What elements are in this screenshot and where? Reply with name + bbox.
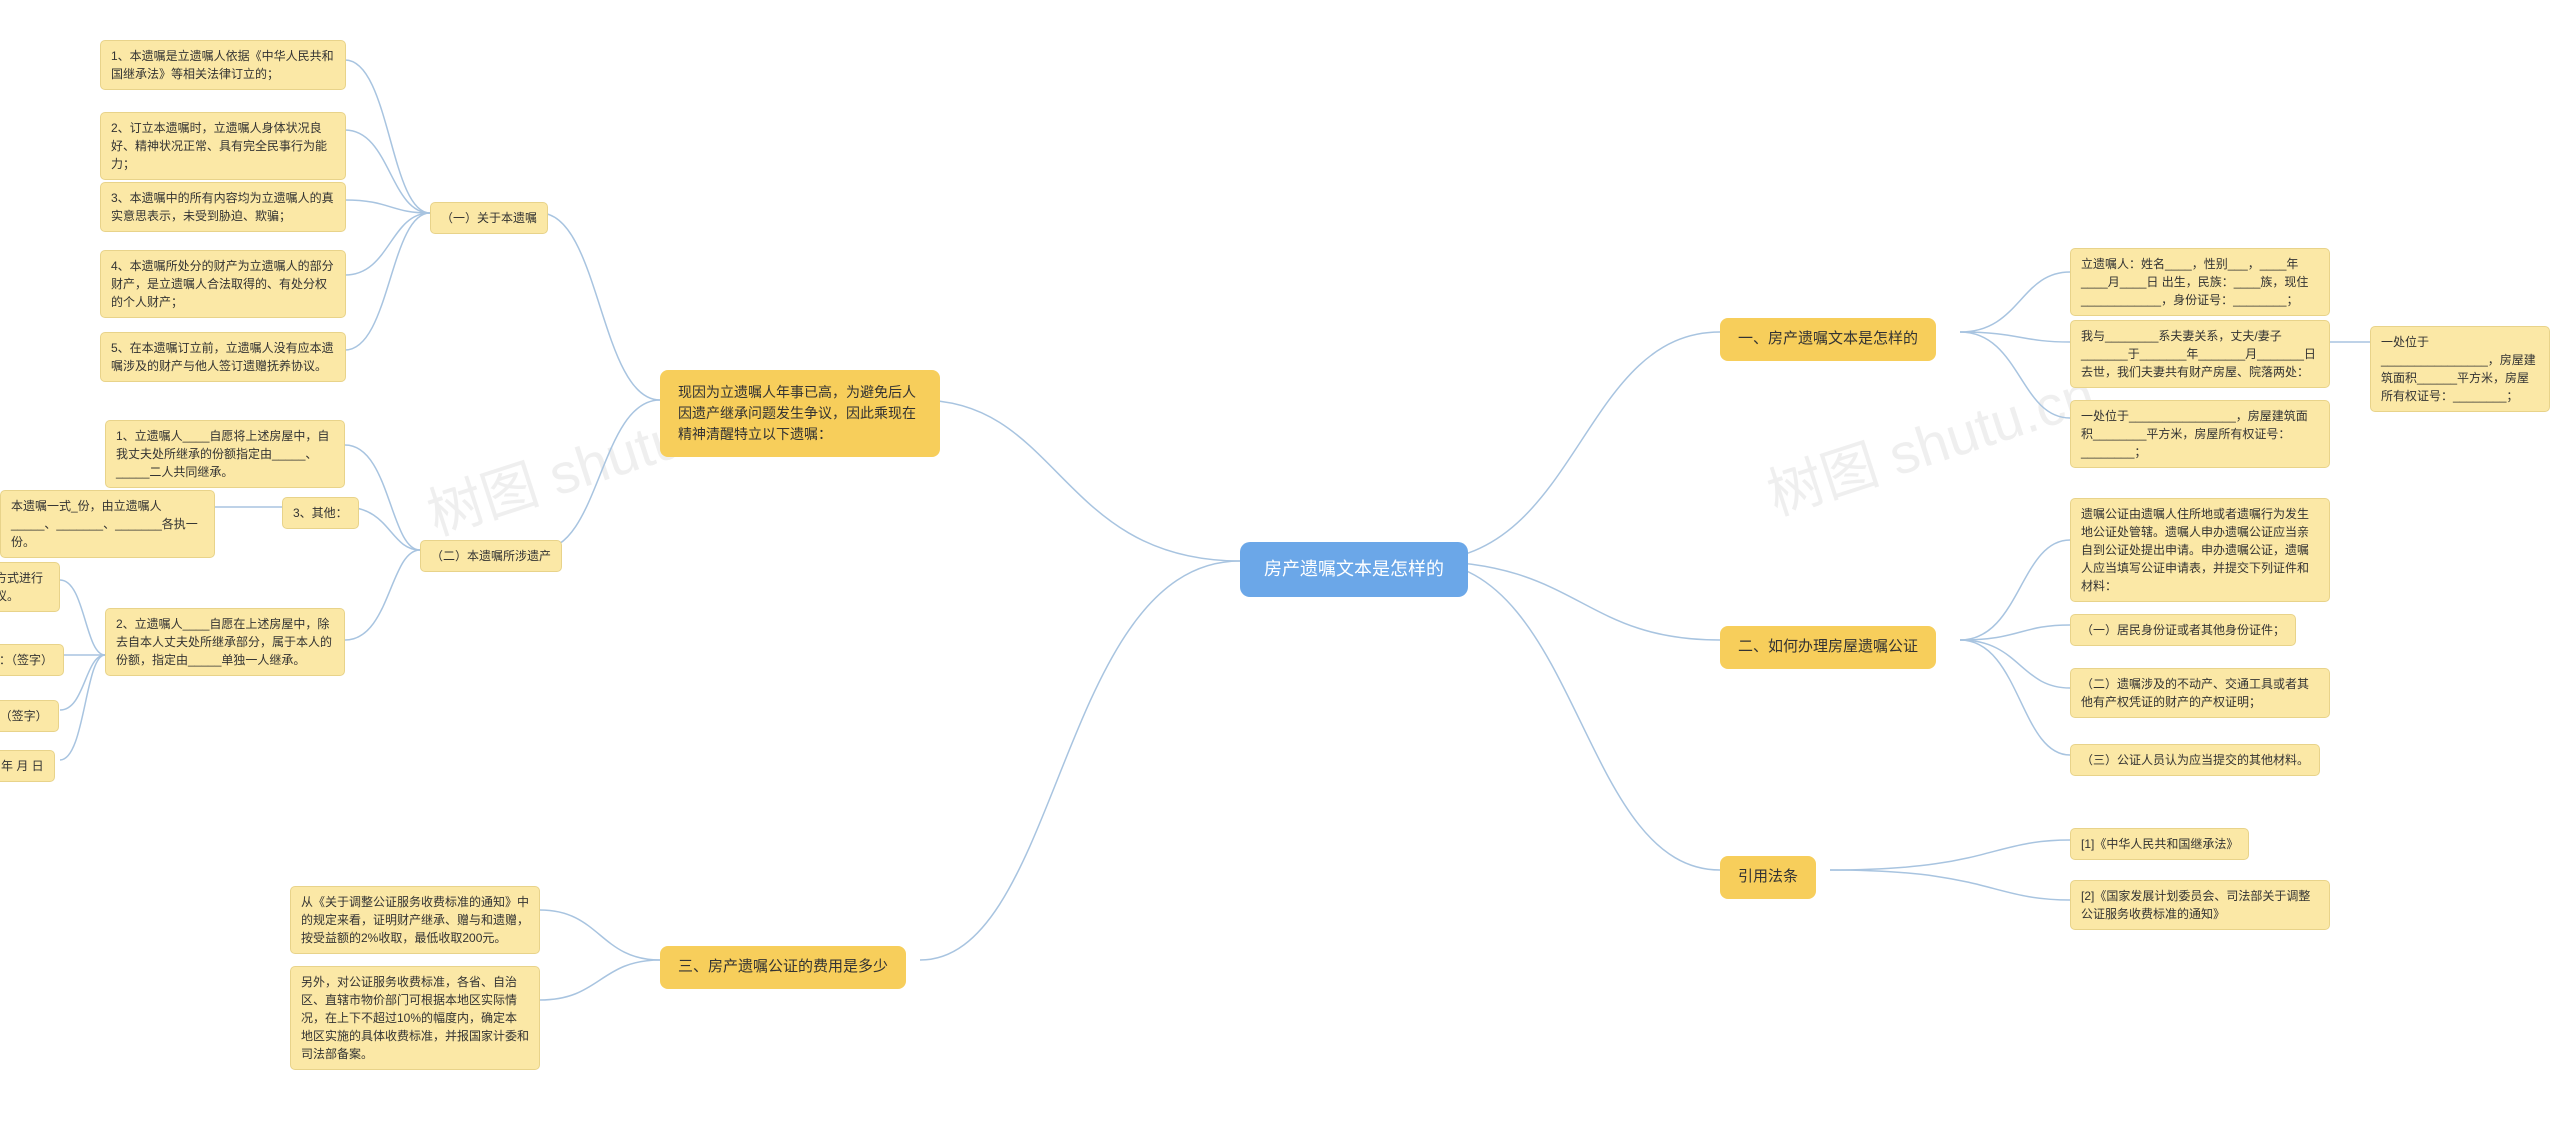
section-2-item-2-d4: 时间：年 月 日	[0, 750, 55, 782]
section-2-item-2-d2: 立遗嘱人：（签字）	[0, 644, 64, 676]
branch-3-item-1: 从《关于调整公证服务收费标准的通知》中的规定来看，证明财产继承、赠与和遗赠，按受…	[290, 886, 540, 954]
watermark-2: 树图 shutu.cn	[1756, 350, 2104, 532]
branch-ref-item-1: [1]《中华人民共和国继承法》	[2070, 828, 2249, 860]
branch-3-title: 三、房产遗嘱公证的费用是多少	[660, 946, 906, 989]
branch-preface: 现因为立遗嘱人年事已高，为避免后人因遗产继承问题发生争议，因此乘现在精神清醒特立…	[660, 370, 940, 457]
branch-1-item-2a: 一处位于________________，房屋建筑面积______平方米，房屋所…	[2370, 326, 2550, 412]
section-1-title: （一）关于本遗嘱	[430, 202, 548, 234]
branch-1-item-2: 我与________系夫妻关系，丈夫/妻子_______于_______年___…	[2070, 320, 2330, 388]
section-1-item-5: 5、在本遗嘱订立前，立遗嘱人没有应本遗嘱涉及的财产与他人签订遗赠抚养协议。	[100, 332, 346, 382]
root-node: 房产遗嘱文本是怎样的	[1240, 542, 1468, 597]
section-2-item-2-d1: 上述房屋按本遗嘱所列明的方式进行处理，其他任何人不得有争议。	[0, 562, 60, 612]
section-2-title: （二）本遗嘱所涉遗产	[420, 540, 562, 572]
section-2-item-1: 1、立遗嘱人____自愿将上述房屋中，自我丈夫处所继承的份额指定由_____、_…	[105, 420, 345, 488]
section-2-item-3-d1: 本遗嘱一式_份，由立遗嘱人_____、_______、_______各执一份。	[0, 490, 215, 558]
section-1-item-4: 4、本遗嘱所处分的财产为立遗嘱人的部分财产，是立遗嘱人合法取得的、有处分权的个人…	[100, 250, 346, 318]
branch-2-item-2: （一）居民身份证或者其他身份证件；	[2070, 614, 2296, 646]
branch-3-item-2: 另外，对公证服务收费标准，各省、自治区、直辖市物价部门可根据本地区实际情况，在上…	[290, 966, 540, 1070]
branch-1-item-3: 一处位于________________，房屋建筑面积________平方米，房…	[2070, 400, 2330, 468]
branch-1-item-1: 立遗嘱人：姓名____，性别___，____年____月____日 出生，民族：…	[2070, 248, 2330, 316]
section-1-item-1: 1、本遗嘱是立遗嘱人依据《中华人民共和国继承法》等相关法律订立的；	[100, 40, 346, 90]
section-1-item-3: 3、本遗嘱中的所有内容均为立遗嘱人的真实意思表示，未受到胁迫、欺骗；	[100, 182, 346, 232]
section-2-item-3: 3、其他：	[282, 497, 359, 529]
branch-2-item-3: （二）遗嘱涉及的不动产、交通工具或者其他有产权凭证的财产的产权证明；	[2070, 668, 2330, 718]
section-1-item-2: 2、订立本遗嘱时，立遗嘱人身体状况良好、精神状况正常、具有完全民事行为能力；	[100, 112, 346, 180]
section-2-item-2: 2、立遗嘱人____自愿在上述房屋中，除去自本人丈夫处所继承部分，属于本人的份额…	[105, 608, 345, 676]
branch-2-item-4: （三）公证人员认为应当提交的其他材料。	[2070, 744, 2320, 776]
branch-2-item-1: 遗嘱公证由遗嘱人住所地或者遗嘱行为发生地公证处管辖。遗嘱人申办遗嘱公证应当亲自到…	[2070, 498, 2330, 602]
section-2-item-2-d3: 见 证 人：（签字）	[0, 700, 59, 732]
branch-1-title: 一、房产遗嘱文本是怎样的	[1720, 318, 1936, 361]
branch-ref-title: 引用法条	[1720, 856, 1816, 899]
branch-ref-item-2: [2]《国家发展计划委员会、司法部关于调整公证服务收费标准的通知》	[2070, 880, 2330, 930]
branch-2-title: 二、如何办理房屋遗嘱公证	[1720, 626, 1936, 669]
